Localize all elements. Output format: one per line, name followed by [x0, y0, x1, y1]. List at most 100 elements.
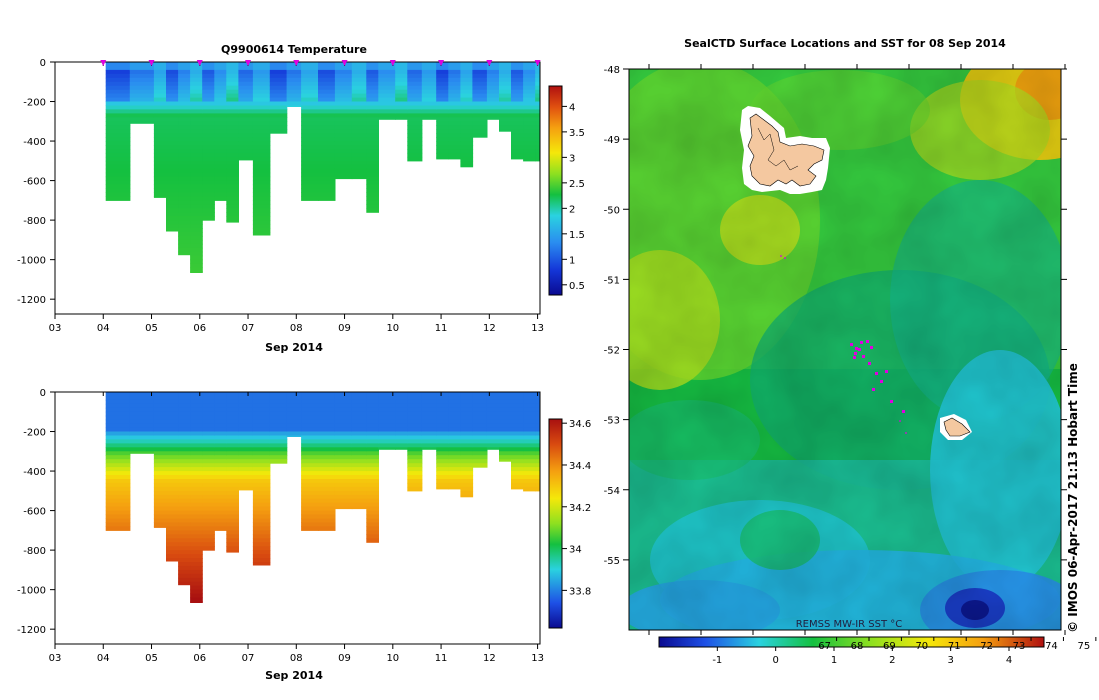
profile-cell	[252, 216, 271, 221]
profile-cell	[378, 443, 396, 448]
profile-cell	[238, 471, 254, 476]
profile-cell	[460, 494, 474, 498]
profile-cell	[436, 97, 449, 103]
profile-cell	[214, 479, 227, 484]
profile-cell	[436, 121, 449, 126]
profile-cell	[105, 407, 131, 413]
profile-cell	[334, 396, 353, 401]
profile-cell	[129, 77, 155, 83]
profile-cell	[269, 431, 288, 436]
profile-cell	[486, 93, 500, 99]
profile-cell	[366, 392, 379, 397]
profile-cell	[472, 431, 488, 436]
profile-cell	[460, 69, 474, 75]
profile-cell	[523, 419, 536, 425]
profile-cell	[202, 184, 215, 189]
profile-cell	[129, 105, 155, 110]
profile-cell	[395, 415, 408, 421]
profile-cell	[153, 62, 167, 67]
colorbar-tick-label: 1	[569, 255, 575, 266]
profile-cell	[190, 471, 203, 476]
profile-cell	[460, 399, 474, 405]
profile-cell	[407, 62, 423, 67]
profile-cell	[421, 392, 437, 397]
profile-cell	[269, 85, 288, 91]
profile-cell	[178, 228, 191, 233]
profile-cell	[190, 113, 203, 118]
profile-cell	[460, 439, 474, 444]
profile-cell	[105, 196, 131, 201]
profile-cell	[178, 160, 191, 166]
profile-cell	[499, 431, 512, 436]
profile-cell	[190, 196, 203, 201]
profile-cell	[105, 172, 131, 178]
profile-cell	[166, 129, 179, 134]
profile-cell	[190, 89, 203, 95]
profile-marker	[438, 60, 445, 66]
profile-cell	[472, 411, 488, 417]
profile-cell	[252, 224, 271, 229]
profile-cell	[202, 216, 215, 221]
seal-location	[868, 362, 871, 365]
profile-cell	[214, 486, 227, 492]
temperature-y-axis: 0-200-400-600-800-1000-1200	[17, 58, 55, 306]
profile-cell	[190, 259, 203, 265]
profile-cell	[523, 399, 536, 405]
profile-cell	[421, 93, 437, 99]
profile-cell	[301, 97, 319, 103]
profile-cell	[472, 435, 488, 440]
profile-cell	[105, 137, 131, 142]
profile-cell	[499, 62, 512, 67]
profile-cell	[105, 152, 131, 158]
profile-cell	[334, 172, 353, 178]
profile-cell	[334, 490, 353, 496]
profile-cell	[214, 407, 227, 413]
profile-cell	[252, 117, 271, 122]
profile-cell	[202, 180, 215, 186]
profile-cell	[252, 228, 271, 233]
profile-cell	[226, 439, 239, 444]
profile-cell	[238, 392, 254, 397]
profile-cell	[153, 439, 167, 444]
profile-cell	[334, 66, 353, 71]
profile-cell	[318, 396, 336, 401]
profile-cell	[366, 494, 379, 500]
profile-cell	[153, 403, 167, 409]
profile-cell	[407, 459, 423, 464]
profile-cell	[166, 479, 179, 484]
profile-cell	[190, 546, 203, 551]
profile-cell	[190, 506, 203, 512]
profile-cell	[166, 66, 179, 71]
profile-cell	[366, 192, 379, 197]
profile-cell	[226, 463, 239, 468]
profile-cell	[301, 498, 319, 504]
profile-cell	[105, 81, 131, 87]
profile-cell	[202, 471, 215, 476]
profile-cell	[366, 518, 379, 523]
profile-cell	[190, 565, 203, 571]
profile-cell	[252, 411, 271, 417]
profile-cell	[252, 152, 271, 158]
profile-cell	[226, 435, 239, 440]
profile-cell	[226, 403, 239, 409]
profile-cell	[214, 463, 227, 468]
profile-cell	[366, 522, 379, 527]
profile-cell	[190, 62, 203, 67]
profile-cell	[166, 204, 179, 209]
profile-cell	[460, 85, 474, 91]
profile-cell	[129, 443, 155, 448]
profile-cell	[166, 228, 179, 232]
profile-cell	[202, 208, 215, 213]
profile-cell	[226, 411, 239, 417]
profile-cell	[286, 396, 302, 401]
profile-cell	[214, 137, 227, 142]
profile-cell	[269, 403, 288, 409]
profile-cell	[334, 407, 353, 413]
profile-cell	[460, 101, 474, 106]
profile-cell	[214, 498, 227, 504]
profile-cell	[153, 180, 167, 186]
profile-cell	[252, 168, 271, 174]
profile-cell	[153, 423, 167, 429]
profile-cell	[226, 62, 239, 67]
profile-cell	[105, 192, 131, 197]
